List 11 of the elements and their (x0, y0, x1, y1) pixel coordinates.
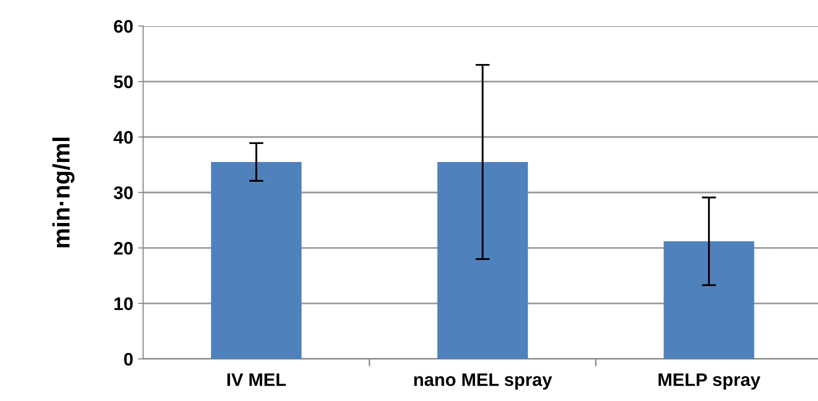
y-axis-title: min·ng/ml (52, 138, 74, 248)
y-tick-label: 60 (114, 20, 133, 33)
y-tick-label: 10 (114, 297, 133, 310)
y-tick-label: 40 (114, 130, 133, 144)
y-tick-label: 50 (114, 75, 133, 88)
y-tick-label: 30 (114, 186, 133, 200)
x-tick-label: IV MEL (227, 373, 286, 386)
x-tick-label: nano MEL spray (414, 373, 552, 390)
y-tick-label: 0 (124, 352, 133, 366)
y-tick-label: 20 (114, 242, 133, 255)
x-tick-label: MELP spray (658, 373, 760, 390)
